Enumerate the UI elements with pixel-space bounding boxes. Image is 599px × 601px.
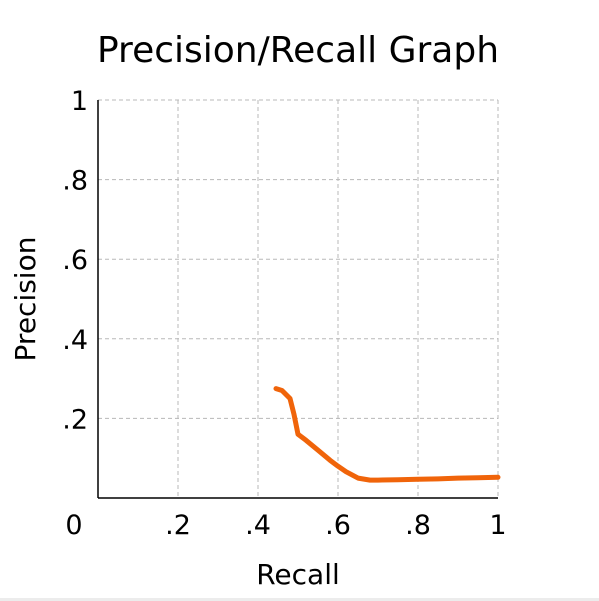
x-tick-label-0: 0	[65, 510, 82, 541]
chart-title: Precision/Recall Graph	[97, 30, 499, 71]
grid-lines	[98, 99, 499, 498]
y-tick-label-1: .4	[62, 325, 88, 356]
x-tick-label-5: 1	[489, 510, 506, 541]
y-tick-label-3: .8	[62, 166, 88, 197]
series-line-0	[273, 386, 501, 483]
x-tick-label-1: .2	[165, 510, 191, 541]
x-tick-label-2: .4	[245, 510, 271, 541]
x-tick-label-4: .8	[405, 510, 431, 541]
series-layer	[273, 386, 501, 483]
tick-labels: 0 .2 .4 .6 .8 1 .2 .4 .6 .8 1	[62, 86, 506, 541]
y-axis-label: Precision	[9, 237, 42, 362]
x-axis-label: Recall	[256, 558, 340, 591]
y-tick-label-0: .2	[62, 404, 88, 435]
axes	[97, 100, 498, 499]
y-tick-label-2: .6	[62, 245, 88, 276]
bottom-divider	[0, 598, 599, 601]
y-tick-label-4: 1	[71, 86, 88, 117]
x-tick-label-3: .6	[325, 510, 351, 541]
